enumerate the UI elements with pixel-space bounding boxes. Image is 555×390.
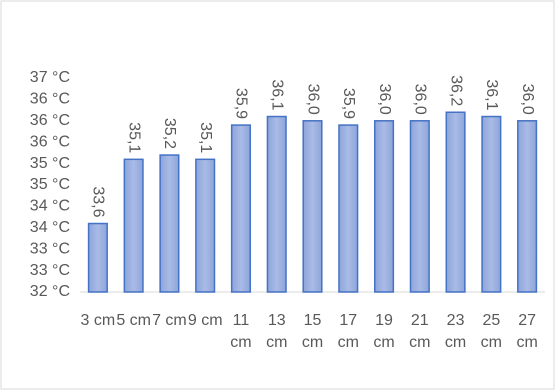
value-label: 36,0 [376,84,393,115]
bar [445,111,466,293]
x-tick-label: 27 cm [516,312,538,351]
x-tick-label: 19 cm [373,312,395,351]
value-label: 35,9 [340,88,357,119]
y-tick-label: 37 °C [30,69,70,86]
bar [338,124,359,293]
bar [87,222,108,293]
x-tick-label: 9 cm [187,312,223,329]
x-tick-label: 21 cm [409,312,431,351]
y-tick-label: 36 °C [30,133,70,150]
bar [230,124,252,293]
x-tick-label: 13 cm [266,312,288,351]
bar [266,115,287,293]
value-label: 35,2 [161,118,178,149]
value-label: 36,0 [412,84,429,115]
value-label: 36,2 [447,75,464,106]
x-tick-label: 23 cm [444,312,467,351]
y-tick-label: 35 °C [30,155,70,172]
bar [302,120,323,293]
y-tick-label: 33 °C [30,262,70,279]
bar [159,154,180,293]
bar [123,158,144,293]
x-tick-label: 7 cm [152,312,187,329]
x-tick-label: 15 cm [301,312,324,351]
value-label: 33,6 [90,186,107,217]
value-label: 36,1 [268,79,285,110]
y-tick-label: 36 °C [30,91,70,108]
x-tick-label: 3 cm [80,312,116,329]
x-tick-label: 17 cm [337,312,359,351]
y-tick-label: 34 °C [30,198,70,215]
x-tick-label: 5 cm [116,312,151,329]
y-tick-label: 36 °C [30,112,70,129]
value-label: 35,1 [125,122,142,153]
y-tick-label: 32 °C [30,283,70,300]
bar [517,120,538,293]
value-label: 36,0 [519,84,536,115]
y-tick-label: 34 °C [30,219,70,236]
y-tick-label: 35 °C [30,176,70,193]
value-label: 36,1 [483,79,500,110]
y-tick-label: 33 °C [30,240,70,257]
bar [195,158,216,293]
bar [481,115,502,293]
x-tick-label: 11 cm [230,312,252,351]
x-tick-label: 25 cm [480,312,502,351]
value-label: 35,1 [197,122,214,153]
value-label: 35,9 [233,88,250,119]
bar [409,120,430,293]
bar [373,120,395,293]
value-label: 36,0 [304,84,321,115]
